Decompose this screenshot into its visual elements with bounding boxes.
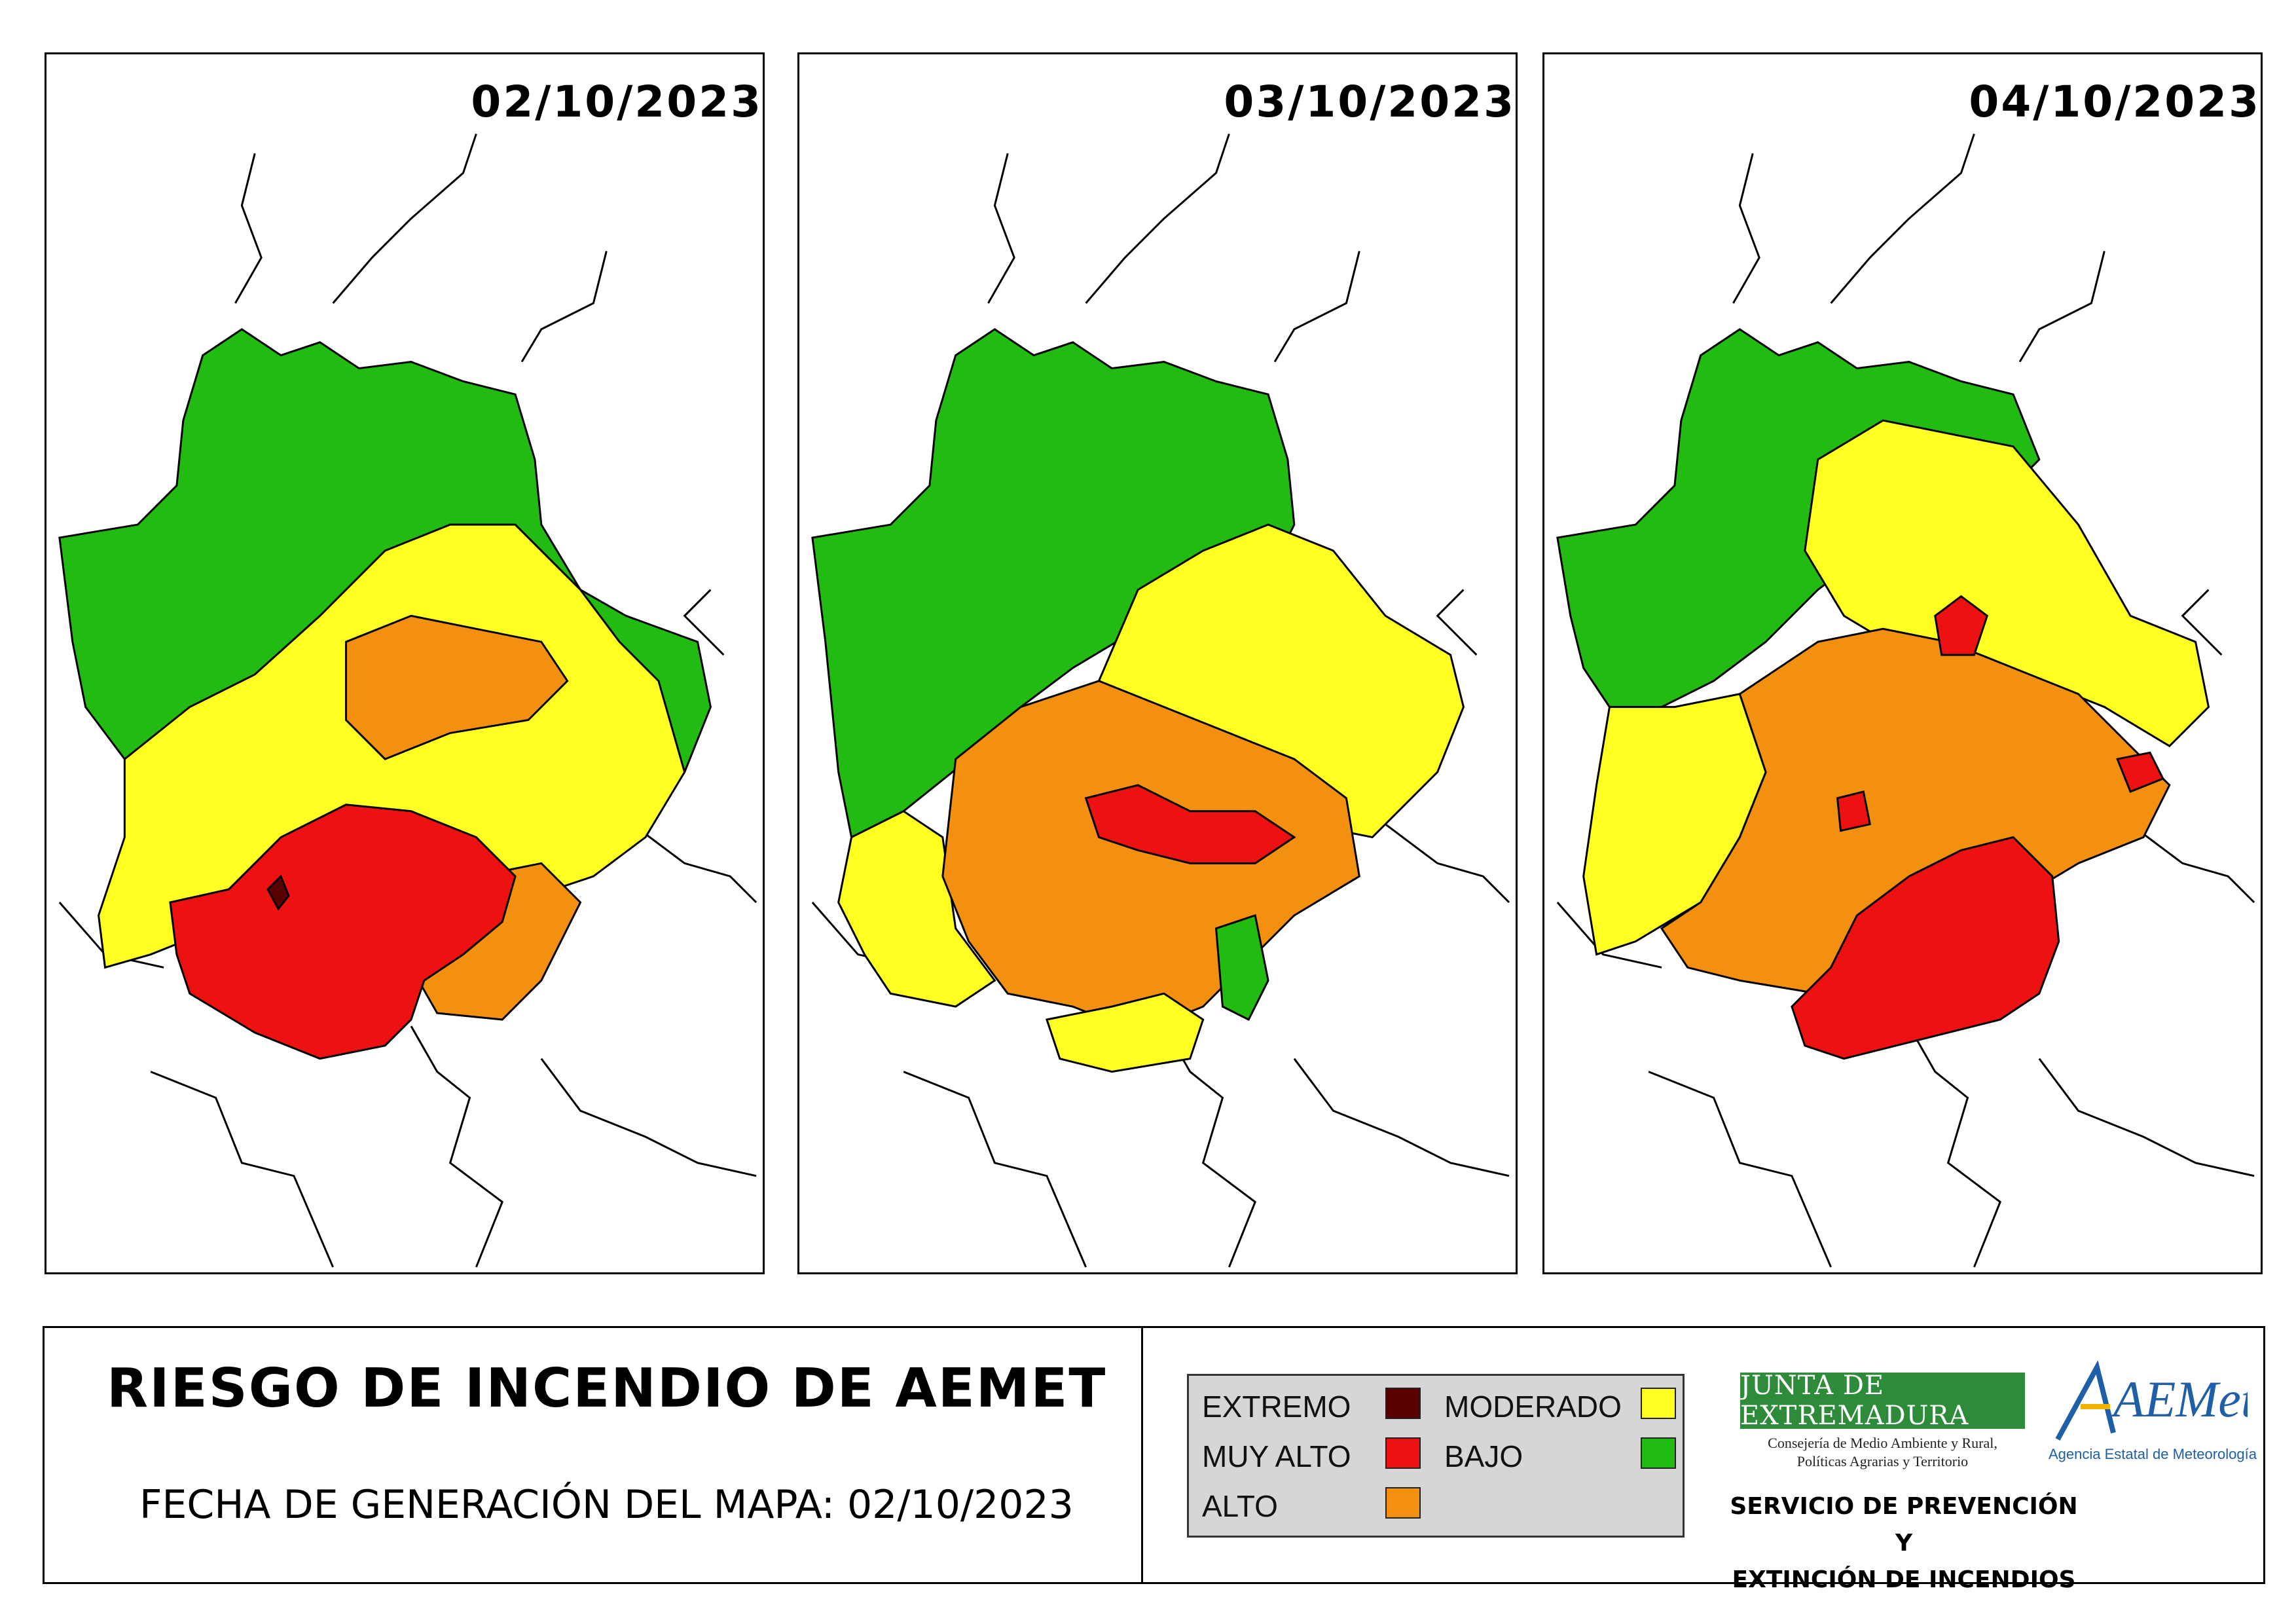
legend-swatch-moderado	[1641, 1388, 1676, 1419]
risk-map-day2	[811, 133, 1510, 1268]
legend-label-alto: ALTO	[1202, 1489, 1278, 1523]
footer-divider	[1141, 1328, 1143, 1582]
map-date: 04/10/2023	[1969, 77, 2261, 127]
aemet-subtitle: Agencia Estatal de Meteorología	[2049, 1446, 2257, 1462]
legend-label-muy-alto: MUY ALTO	[1202, 1439, 1351, 1473]
risk-map-day3	[1556, 133, 2255, 1268]
region-red	[169, 803, 517, 1060]
border-lines	[811, 133, 1510, 1268]
region-yellow-south	[1045, 992, 1205, 1073]
region-extreme	[266, 874, 290, 911]
junta-extremadura-logo: JUNTA DE EXTREMADURA	[1740, 1371, 2025, 1431]
legend-label-extremo: EXTREMO	[1202, 1390, 1351, 1424]
junta-consejeria-text: Consejería de Medio Ambiente y Rural, Po…	[1768, 1435, 1997, 1469]
map-panel-day2: 03/10/2023	[797, 52, 1518, 1274]
map-title: RIESGO DE INCENDIO DE AEMET	[107, 1357, 1107, 1420]
legend-swatch-muy-alto	[1385, 1437, 1421, 1469]
legend-swatch-extremo	[1385, 1388, 1421, 1419]
legend-label-moderado: MODERADO	[1444, 1390, 1622, 1424]
region-red-east	[2116, 751, 2164, 793]
legend-swatch-alto	[1385, 1487, 1421, 1519]
map-date: 03/10/2023	[1224, 77, 1516, 127]
legend-label-bajo: BAJO	[1444, 1439, 1523, 1473]
footer-panel: RIESGO DE INCENDIO DE AEMET FECHA DE GEN…	[43, 1326, 2265, 1593]
region-red	[1791, 836, 2060, 1060]
legend-swatch-bajo	[1641, 1437, 1676, 1469]
region-green-south	[1214, 913, 1269, 1022]
generation-date: FECHA DE GENERACIÓN DEL MAPA: 02/10/2023	[139, 1482, 1074, 1528]
risk-legend: EXTREMO MUY ALTO ALTO MODERADO BAJO	[1187, 1374, 1685, 1538]
map-panel-day1: 02/10/2023	[45, 52, 765, 1274]
region-yellow-west	[837, 810, 996, 1008]
border-lines	[1556, 133, 2255, 1268]
map-panel-day3: 04/10/2023	[1542, 52, 2263, 1274]
aemet-logo-icon: AEMet	[2055, 1360, 2248, 1441]
risk-map-day1	[58, 133, 757, 1268]
map-date: 02/10/2023	[471, 77, 763, 127]
region-red	[1084, 784, 1296, 864]
svg-text:AEMet: AEMet	[2110, 1371, 2248, 1428]
region-red-north	[1934, 595, 1989, 656]
service-name: SERVICIO DE PREVENCIÓN Y EXTINCIÓN DE IN…	[1730, 1493, 2078, 1593]
region-orange	[344, 614, 569, 760]
region-red-center	[1836, 790, 1872, 832]
